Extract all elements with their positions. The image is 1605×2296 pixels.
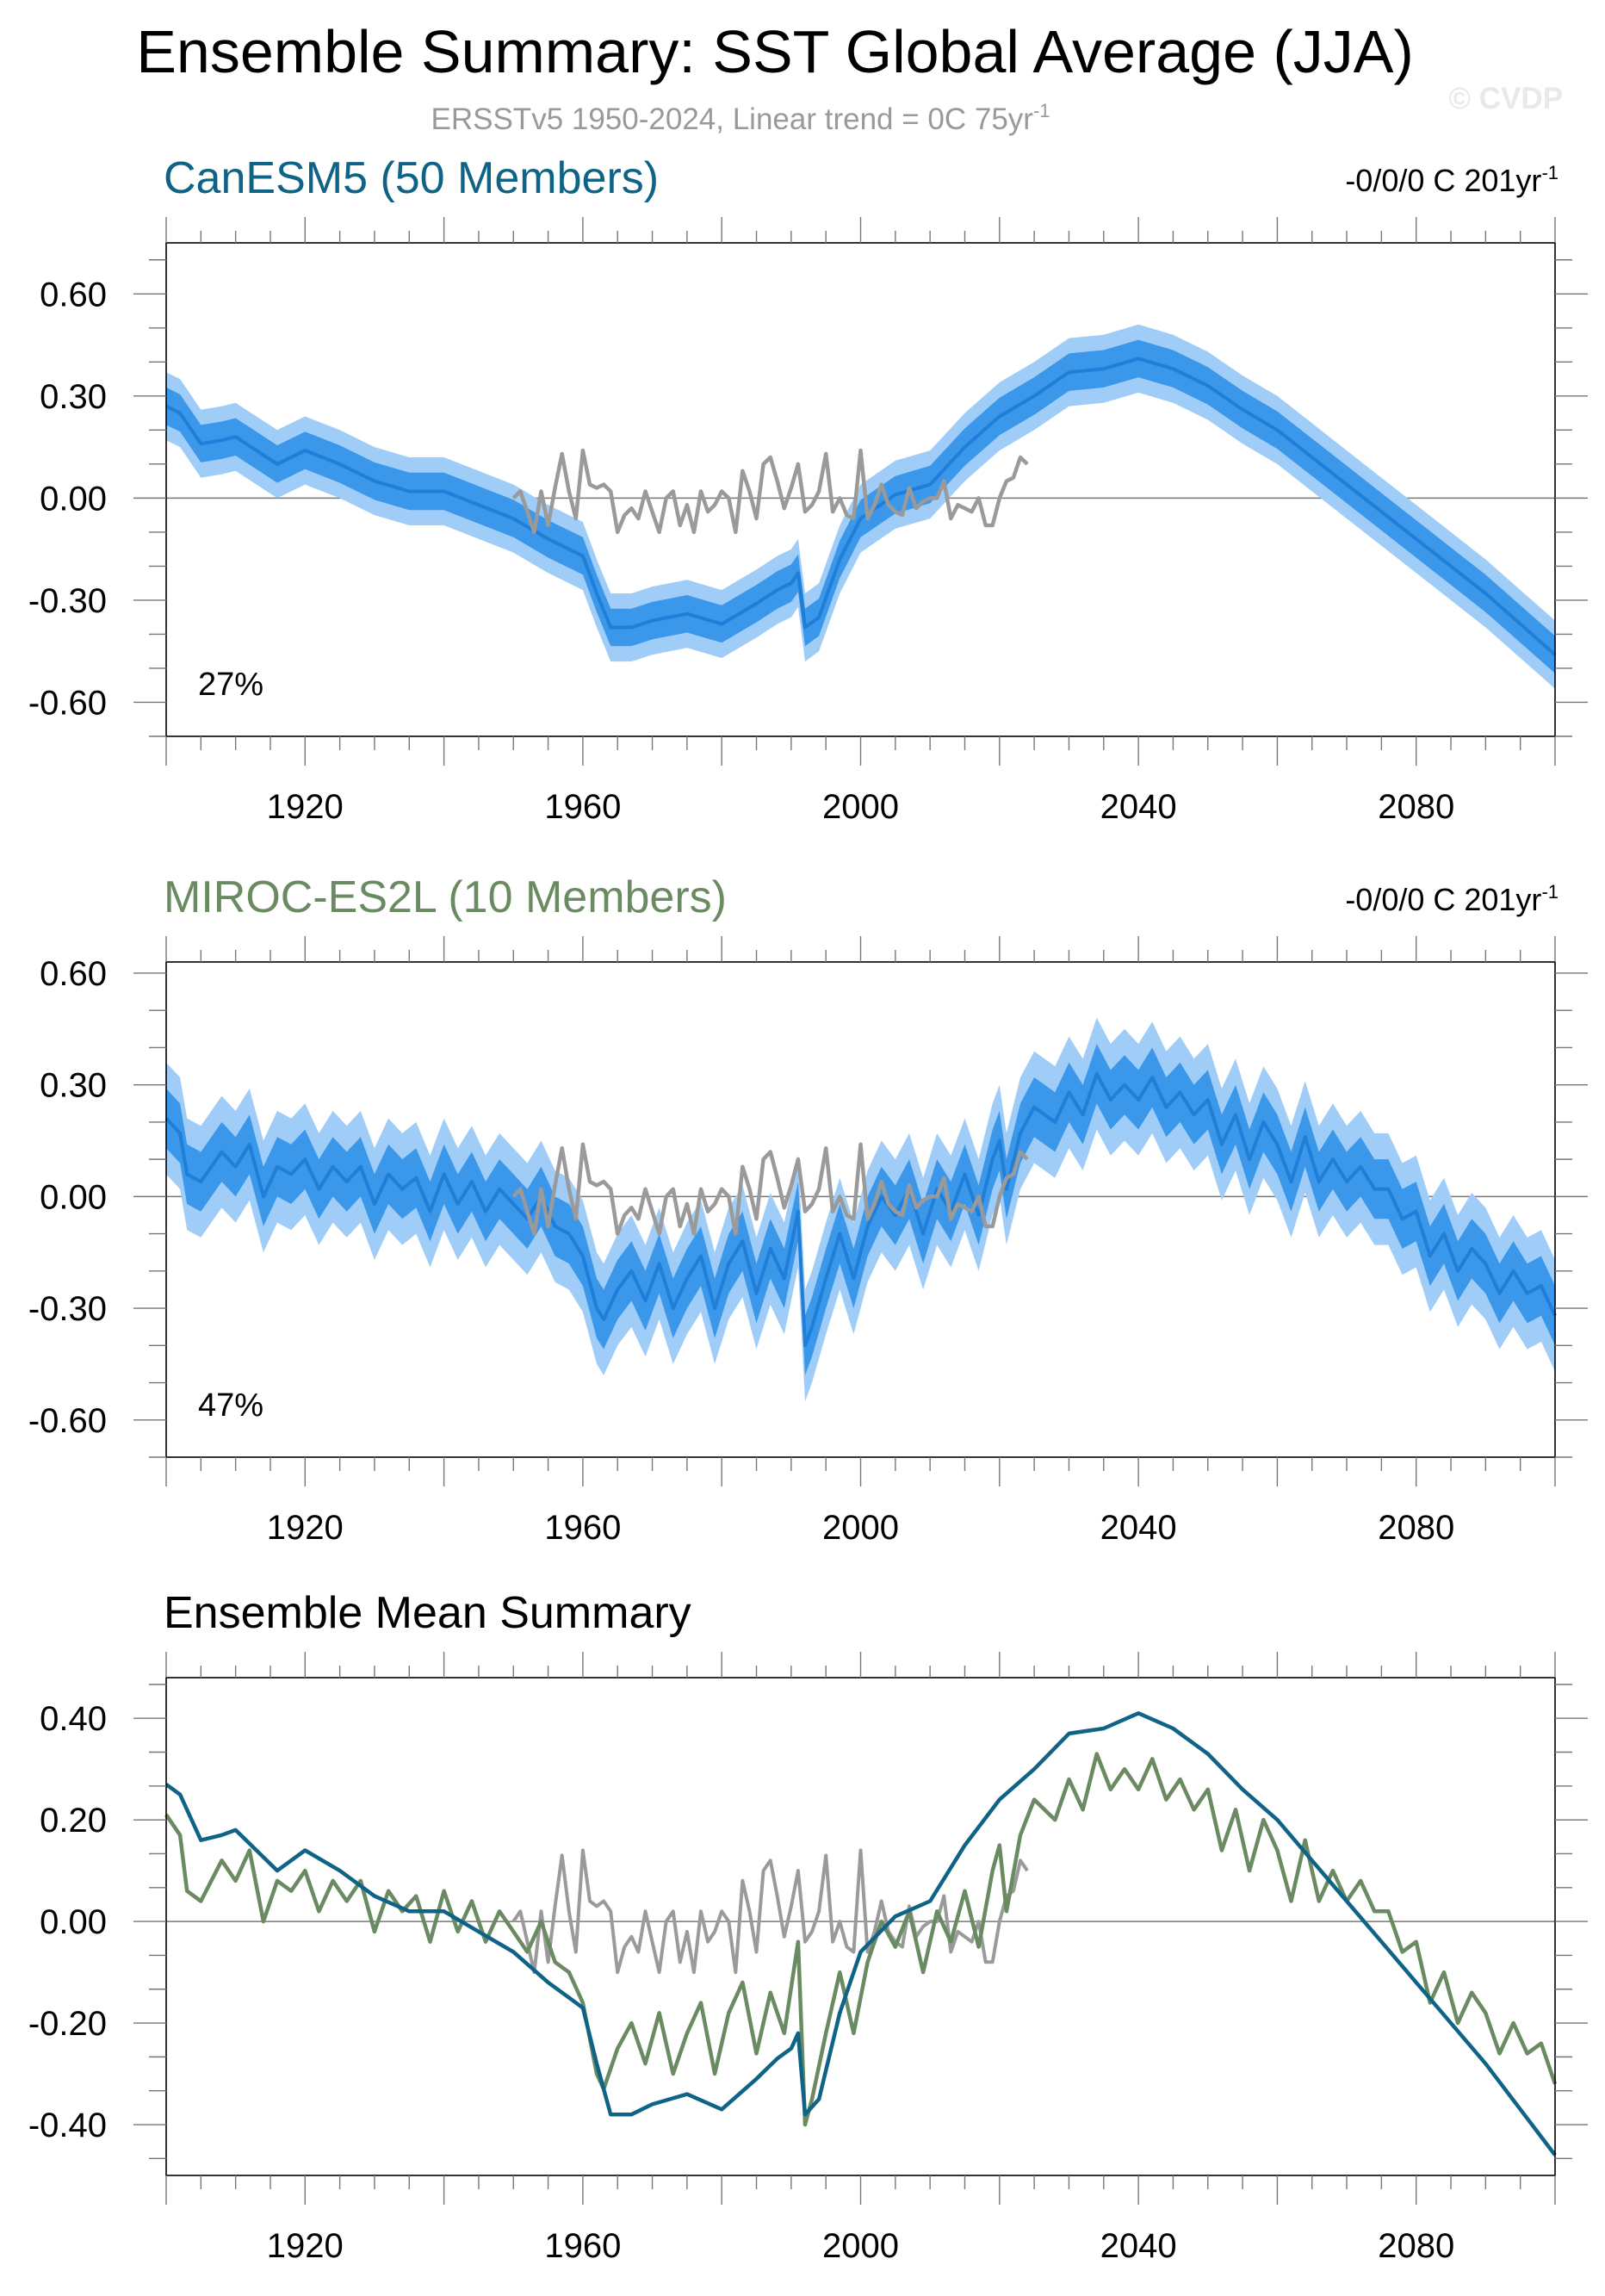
panel-2: MIROC-ES2L (10 Members) -0/0/0 C 201yr-1 4… [28,872,1588,1547]
panel-title: CanESM5 (50 Members) [164,153,659,203]
inner-spread-band [166,1044,1555,1375]
panel-3: Ensemble Mean Summary -0.40 -0.20 0.00 0.20 0… [28,1588,1588,2265]
percent-annotation: 47% [198,1387,263,1424]
x-tick-label: 1920 [267,1509,344,1547]
trend-text: -0/0/0 C 201yr [1345,163,1541,198]
percent-annotation: 27% [198,667,263,703]
figure-subtitle: ERSSTv5 1950-2024, Linear trend = 0C 75y… [431,100,1050,136]
y-tick-label: 0.00 [40,1178,107,1216]
y-tick-label: -0.20 [28,2005,107,2043]
x-tick-label: 1920 [267,2227,344,2265]
y-tick-label: 0.30 [40,1067,107,1105]
watermark: © CVDP [1448,82,1563,115]
series-line-canesm5 [164,1711,1557,2156]
panel-title: MIROC-ES2L (10 Members) [164,872,727,922]
trend-label: -0/0/0 C 201yr-1 [1345,162,1559,198]
y-tick-label: 0.00 [40,480,107,518]
trend-label: -0/0/0 C 201yr-1 [1345,881,1559,917]
subtitle-text: ERSSTv5 1950-2024, Linear trend = 0C 75y… [431,102,1034,136]
y-tick-label: -0.40 [28,2107,107,2144]
x-tick-label: 2080 [1378,2227,1454,2265]
x-tick-label: 2000 [822,788,899,826]
x-tick-label: 1960 [544,788,621,826]
figure-title: Ensemble Summary: SST Global Average (JJ… [136,18,1414,85]
y-tick-label: 0.00 [40,1903,107,1941]
panels: CanESM5 (50 Members) -0/0/0 C 201yr-127%-… [28,153,1588,2265]
x-tick-label: 2040 [1100,2227,1177,2265]
y-tick-label: -0.60 [28,684,107,722]
y-tick-label: -0.60 [28,1402,107,1440]
x-tick-label: 1920 [267,788,344,826]
trend-sup: -1 [1541,881,1559,903]
series-line-obs [511,1848,1029,1975]
ensemble-mean-line [164,1071,1557,1348]
observation-line [511,1142,1029,1236]
subtitle-sup: -1 [1033,100,1050,121]
series-line-miroc [164,1752,1558,2127]
inner-spread-band [166,339,1555,673]
x-tick-label: 2000 [822,1509,899,1547]
x-tick-label: 1960 [544,2227,621,2265]
y-tick-label: 0.30 [40,378,107,416]
panel-title: Ensemble Mean Summary [164,1588,691,1638]
x-tick-label: 2040 [1100,788,1177,826]
x-tick-label: 2080 [1378,1509,1454,1547]
y-tick-label: 0.60 [40,955,107,993]
x-tick-label: 1960 [544,1509,621,1547]
x-tick-label: 2000 [822,2227,899,2265]
x-tick-label: 2040 [1100,1509,1177,1547]
y-tick-label: 0.20 [40,1802,107,1840]
y-tick-label: -0.30 [28,582,107,620]
observation-line [511,448,1029,535]
y-tick-label: -0.30 [28,1290,107,1328]
ensemble-mean-line [165,357,1557,656]
y-tick-label: 0.40 [40,1700,107,1738]
trend-sup: -1 [1541,162,1559,183]
trend-text: -0/0/0 C 201yr [1345,882,1541,917]
y-tick-label: 0.60 [40,276,107,313]
panel-1: CanESM5 (50 Members) -0/0/0 C 201yr-1 27% -… [28,153,1588,826]
x-tick-label: 2080 [1378,788,1454,826]
